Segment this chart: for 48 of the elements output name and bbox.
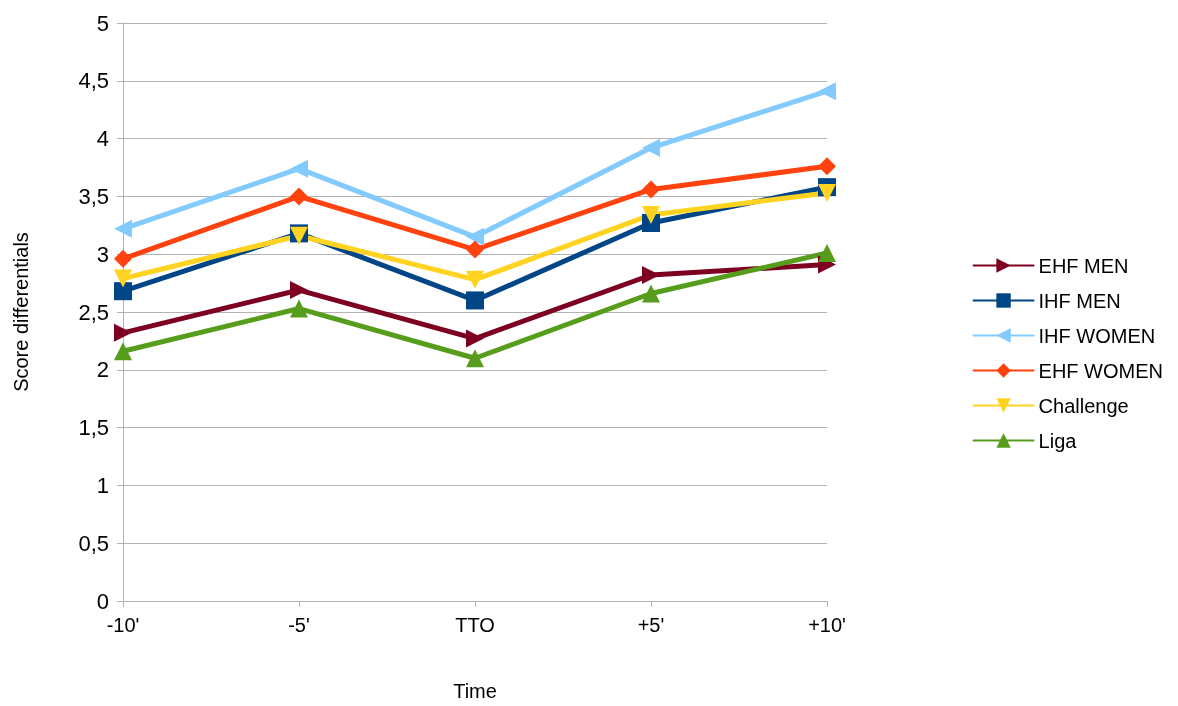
x-tick-label: +5' [637,614,665,636]
point [290,187,308,206]
point [642,180,660,199]
point [466,349,484,368]
y-tick-label: 1 [96,472,109,498]
y-tick-label: 0 [96,588,109,614]
y-tick-label: 1,5 [78,415,109,441]
point [114,269,132,288]
point [466,227,484,246]
x-tick-label: -5' [288,614,310,636]
point [818,183,836,202]
point [466,270,484,289]
y-axis-title: Score differentials [10,232,32,392]
point [114,249,132,268]
y-tick-label: 2 [96,357,109,383]
y-tick-label: 3 [96,241,109,267]
x-axis-title: Time [453,680,497,702]
point [290,299,308,318]
point [290,159,308,178]
y-tick-label: 5 [96,10,109,36]
y-tick-label: 2,5 [78,299,109,325]
x-tick-label: +10' [808,614,846,636]
point [642,284,660,303]
y-tick-label: 0,5 [78,530,109,556]
y-tick-label: 4,5 [78,68,109,94]
legend-label: Challenge [1038,394,1129,417]
point [466,291,484,310]
point [818,82,836,101]
point [642,138,660,157]
point [818,244,836,263]
legend-label: IHF WOMEN [1038,324,1156,347]
point [114,219,132,238]
y-tick-label: 4 [96,126,109,152]
point [466,240,484,259]
point [114,323,132,342]
x-tick-label: -10' [106,614,140,636]
point [114,342,132,361]
point [466,329,484,348]
point [290,281,308,300]
legend-label: EHF WOMEN [1038,359,1163,382]
y-tick-label: 3,5 [78,183,109,209]
legend-label: Liga [1038,429,1078,452]
legend-label: IHF MEN [1038,289,1121,312]
x-tick-label: TTO [455,614,495,636]
point [114,282,132,301]
point [818,157,836,176]
point [642,205,660,224]
legend-label: EHF MEN [1038,254,1129,277]
